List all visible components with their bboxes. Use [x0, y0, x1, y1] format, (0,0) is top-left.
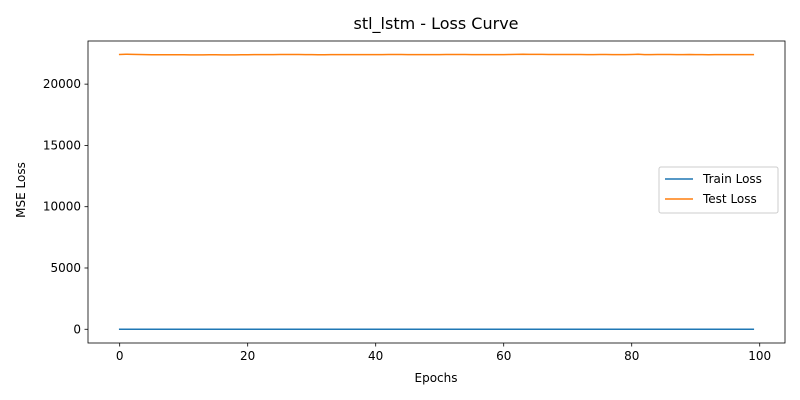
y-tick-label: 0	[73, 322, 81, 336]
legend-label-train-loss: Train Loss	[702, 172, 762, 186]
series-line-test-loss	[118, 53, 755, 56]
legend: Train Loss Test Loss	[658, 166, 779, 214]
y-tick-label: 15000	[43, 138, 81, 152]
x-tick-label: 20	[240, 349, 255, 363]
y-tick-label: 5000	[50, 261, 81, 275]
x-tick-label: 0	[116, 349, 124, 363]
x-tick-label: 100	[748, 349, 771, 363]
axes-layer: 0 20 40 60 80 100 0 5000 10000 15000 20000	[43, 40, 786, 363]
y-tick-label: 10000	[43, 200, 81, 214]
x-axis-title: Epochs	[415, 371, 458, 385]
series-layer	[118, 53, 755, 330]
x-tick-label: 80	[624, 349, 639, 363]
x-tick-label: 40	[368, 349, 383, 363]
chart-title: stl_lstm - Loss Curve	[353, 14, 518, 34]
y-axis-title: MSE Loss	[14, 162, 28, 218]
y-tick-label: 20000	[43, 77, 81, 91]
axes-frame	[87, 40, 786, 344]
legend-label-test-loss: Test Loss	[702, 192, 757, 206]
x-tick-label: 60	[496, 349, 511, 363]
